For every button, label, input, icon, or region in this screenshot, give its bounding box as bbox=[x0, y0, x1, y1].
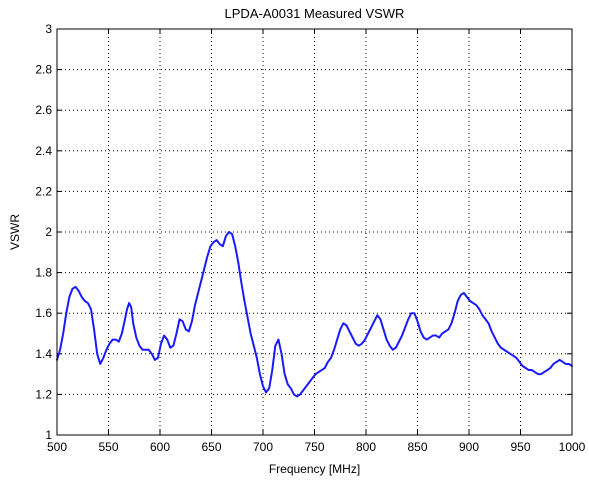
x-tick-label: 600 bbox=[150, 440, 170, 454]
y-tick-label: 3 bbox=[45, 22, 52, 36]
y-tick-label: 1.6 bbox=[35, 306, 52, 320]
x-tick-label: 650 bbox=[201, 440, 221, 454]
x-tick-label: 1000 bbox=[559, 440, 586, 454]
vswr-series-line bbox=[56, 231, 573, 398]
x-tick-label: 950 bbox=[510, 440, 530, 454]
y-tick-label: 2.6 bbox=[35, 103, 52, 117]
chart-title: LPDA-A0031 Measured VSWR bbox=[225, 6, 405, 21]
y-tick-label: 2.8 bbox=[35, 63, 52, 77]
x-tick-label: 850 bbox=[407, 440, 427, 454]
y-tick-label: 1 bbox=[45, 428, 52, 442]
x-tick-label: 800 bbox=[356, 440, 376, 454]
x-tick-label: 700 bbox=[253, 440, 273, 454]
y-tick-label: 1.4 bbox=[35, 347, 52, 361]
x-tick-label: 750 bbox=[304, 440, 324, 454]
y-tick-label: 1.8 bbox=[35, 266, 52, 280]
x-tick-label: 900 bbox=[459, 440, 479, 454]
y-axis-label: VSWR bbox=[8, 214, 22, 250]
y-tick-labels: 1 1.2 1.4 1.6 1.8 2 2.2 2.4 2.6 2.8 3 bbox=[35, 22, 52, 442]
y-tick-label: 2.4 bbox=[35, 144, 52, 158]
x-tick-label: 500 bbox=[47, 440, 67, 454]
y-tick-label: 2 bbox=[45, 225, 52, 239]
x-tick-labels: 500 550 600 650 700 750 800 850 900 950 1000 bbox=[47, 440, 586, 454]
y-tick-label: 1.2 bbox=[35, 387, 52, 401]
x-tick-label: 550 bbox=[98, 440, 118, 454]
y-tick-label: 2.2 bbox=[35, 184, 52, 198]
plot-frame bbox=[56, 28, 573, 436]
plot-background bbox=[57, 29, 572, 435]
x-axis-label: Frequency [MHz] bbox=[269, 462, 360, 476]
